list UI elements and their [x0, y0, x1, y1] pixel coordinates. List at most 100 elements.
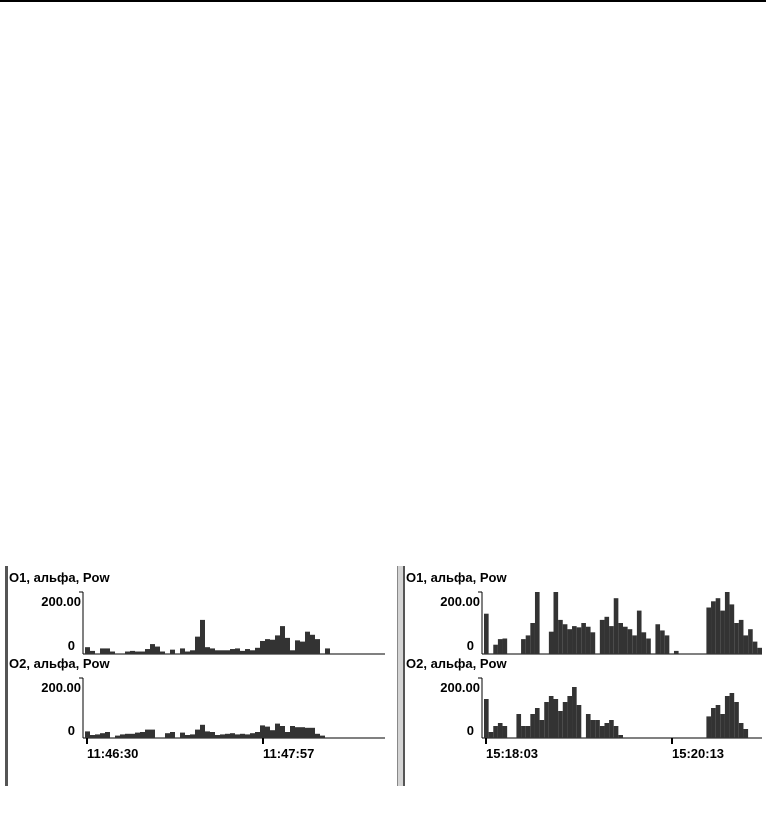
alpha-power-bar [484, 613, 489, 654]
o1-left-title: O1, альфа, Pow [9, 570, 110, 585]
left-edge-bar [5, 566, 8, 786]
o2-left-bars [79, 677, 385, 744]
alpha-power-bar [235, 734, 240, 738]
alpha-power-bar [260, 725, 265, 738]
o2-left-y-max-label: 200.00 [41, 680, 81, 695]
alpha-power-bar [140, 651, 145, 654]
alpha-power-bar [200, 724, 205, 738]
alpha-power-bar [530, 623, 535, 654]
alpha-power-bar [636, 610, 642, 654]
alpha-power-bar [190, 650, 195, 654]
alpha-power-bar [225, 733, 230, 738]
alpha-power-bar [300, 641, 305, 654]
alpha-power-bar [590, 720, 596, 738]
right-time-end-label: 15:20:13 [672, 746, 724, 761]
alpha-power-bar [105, 648, 110, 654]
alpha-power-bar [290, 726, 295, 738]
alpha-power-bar [757, 647, 762, 654]
alpha-power-bar [310, 634, 315, 654]
alpha-power-bar [562, 702, 568, 738]
alpha-power-bar [300, 727, 305, 738]
alpha-power-bar [604, 723, 610, 738]
alpha-power-bar [245, 734, 250, 738]
o2-right-title: O2, альфа, Pow [406, 656, 507, 671]
alpha-power-bar [534, 708, 540, 738]
alpha-power-bar [285, 637, 290, 654]
right-recording-panel: O1, альфа, Pow 200.00 0 O2, альфа, Pow 2… [400, 566, 766, 786]
alpha-power-bar [660, 630, 665, 654]
alpha-power-bar [599, 726, 605, 738]
alpha-power-bar [90, 650, 95, 654]
alpha-power-bar [115, 735, 120, 738]
alpha-power-bar [225, 650, 230, 654]
alpha-power-bar [729, 693, 735, 738]
alpha-power-bar [150, 644, 155, 654]
alpha-power-bar [200, 619, 205, 654]
alpha-power-bar [295, 727, 300, 738]
alpha-power-bar [195, 729, 200, 738]
alpha-power-bar [595, 720, 600, 738]
alpha-power-bar [135, 651, 140, 654]
alpha-power-bar [305, 631, 310, 654]
alpha-power-bar [613, 726, 619, 738]
alpha-power-bar [265, 726, 270, 738]
alpha-power-bar [125, 733, 130, 738]
alpha-power-bar [220, 734, 225, 738]
alpha-power-bar [548, 631, 554, 654]
alpha-power-bar [90, 735, 95, 738]
alpha-power-bar [290, 650, 295, 654]
alpha-power-bar [305, 727, 310, 738]
alpha-power-bar [125, 651, 130, 654]
alpha-power-bar [295, 640, 300, 654]
alpha-power-bar [609, 720, 614, 738]
panel-splitter[interactable] [397, 566, 405, 786]
alpha-power-bar [530, 714, 535, 738]
alpha-power-bar [497, 723, 503, 738]
alpha-power-bar [715, 705, 721, 738]
alpha-power-bar [310, 727, 315, 738]
alpha-power-bar [567, 696, 573, 738]
alpha-power-bar [275, 723, 280, 738]
o1-right-bars [478, 591, 762, 655]
o2-right-y-min-label: 0 [467, 723, 474, 738]
alpha-power-bar [734, 623, 739, 654]
alpha-power-bar [270, 730, 275, 738]
alpha-power-bar [105, 732, 110, 738]
alpha-power-bar [618, 623, 623, 654]
o2-left-y-min-label: 0 [68, 723, 75, 738]
alpha-power-bar [195, 636, 200, 654]
o2-right-bars [478, 677, 762, 744]
alpha-power-bar [734, 702, 739, 738]
alpha-power-bar [265, 639, 270, 654]
alpha-power-bar [752, 641, 758, 654]
alpha-power-bar [743, 635, 749, 654]
o2-left-title: O2, альфа, Pow [9, 656, 110, 671]
alpha-power-bar [525, 726, 531, 738]
alpha-power-bar [738, 619, 744, 654]
alpha-power-bar [100, 648, 105, 654]
alpha-power-bar [623, 626, 628, 654]
alpha-power-bar [585, 626, 591, 654]
alpha-power-bar [180, 732, 185, 738]
alpha-power-bar [320, 735, 325, 738]
alpha-power-bar [516, 714, 522, 738]
alpha-power-bar [521, 639, 526, 654]
alpha-power-bar [558, 619, 563, 654]
alpha-power-bar [110, 651, 115, 654]
alpha-power-bar [488, 732, 494, 738]
o1-right-title: O1, альфа, Pow [406, 570, 507, 585]
alpha-power-bar [140, 732, 145, 738]
right-plot-svg: O1, альфа, Pow 200.00 0 O2, альфа, Pow 2… [406, 570, 762, 761]
top-rule [0, 0, 766, 2]
o1-left-y-min-label: 0 [68, 638, 75, 653]
alpha-power-bar [210, 732, 215, 738]
alpha-power-bar [590, 632, 596, 654]
alpha-power-bar [205, 731, 210, 738]
left-time-end-label: 11:47:57 [263, 746, 314, 761]
alpha-power-bar [215, 735, 220, 738]
alpha-power-bar [85, 647, 90, 654]
alpha-power-bar [497, 639, 503, 654]
alpha-power-bar [185, 735, 190, 738]
alpha-power-bar [567, 629, 573, 654]
alpha-power-bar [484, 699, 489, 738]
